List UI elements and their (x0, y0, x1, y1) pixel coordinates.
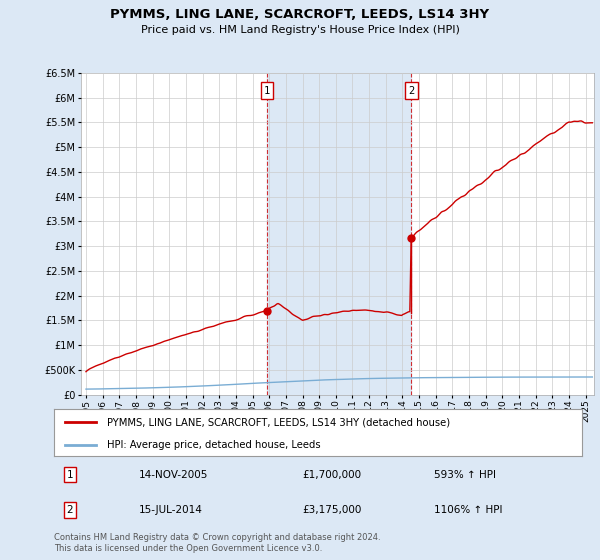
Text: 2: 2 (67, 505, 73, 515)
Text: 15-JUL-2014: 15-JUL-2014 (139, 505, 202, 515)
Text: Price paid vs. HM Land Registry's House Price Index (HPI): Price paid vs. HM Land Registry's House … (140, 25, 460, 35)
Text: 1106% ↑ HPI: 1106% ↑ HPI (434, 505, 503, 515)
Text: HPI: Average price, detached house, Leeds: HPI: Average price, detached house, Leed… (107, 440, 320, 450)
Text: 1: 1 (264, 86, 270, 96)
Text: PYMMS, LING LANE, SCARCROFT, LEEDS, LS14 3HY (detached house): PYMMS, LING LANE, SCARCROFT, LEEDS, LS14… (107, 417, 450, 427)
Text: £1,700,000: £1,700,000 (302, 469, 361, 479)
Text: Contains HM Land Registry data © Crown copyright and database right 2024.
This d: Contains HM Land Registry data © Crown c… (54, 533, 380, 553)
Text: PYMMS, LING LANE, SCARCROFT, LEEDS, LS14 3HY: PYMMS, LING LANE, SCARCROFT, LEEDS, LS14… (110, 8, 490, 21)
Text: 1: 1 (67, 469, 73, 479)
Bar (267, 73, 412, 395)
Text: £3,175,000: £3,175,000 (302, 505, 362, 515)
Text: 593% ↑ HPI: 593% ↑ HPI (434, 469, 496, 479)
Text: 2: 2 (409, 86, 415, 96)
Text: 14-NOV-2005: 14-NOV-2005 (139, 469, 208, 479)
